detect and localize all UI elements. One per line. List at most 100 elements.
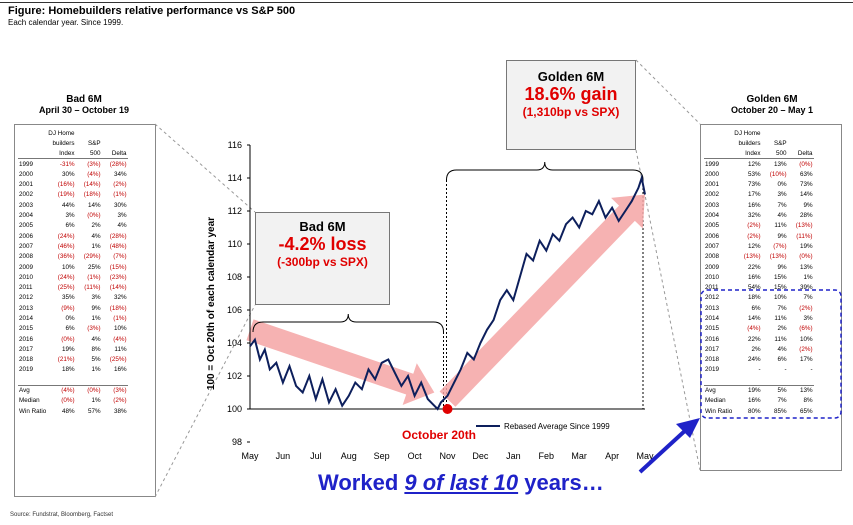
table-cell: 2010 bbox=[19, 273, 34, 281]
table-cell: 2019 bbox=[19, 366, 34, 374]
table-cell: 2% bbox=[751, 345, 761, 353]
header-cell: S&P bbox=[773, 139, 787, 147]
x-tick-label: Jun bbox=[276, 451, 291, 461]
table-header-row: Index 500 Delta bbox=[704, 148, 814, 160]
table-row: 2003 16% 7% 9% bbox=[704, 200, 814, 210]
table-cell: (2%) bbox=[113, 181, 127, 189]
series-layer bbox=[249, 174, 646, 414]
table-row: 2014 14% 11% 3% bbox=[704, 313, 814, 323]
table-cell: - bbox=[784, 366, 787, 374]
bad-period-bracket bbox=[252, 313, 444, 333]
recent-years-highlight bbox=[700, 289, 842, 419]
series-line bbox=[249, 174, 646, 411]
figure-subtitle: Each calendar year. Since 1999. bbox=[8, 18, 124, 27]
table-row: 2006 (2%) 9% (11%) bbox=[704, 231, 814, 241]
table-row: 2005 (2%) 11% (13%) bbox=[704, 221, 814, 231]
table-row: 2008 (13%) (13%) (0%) bbox=[704, 252, 814, 262]
right-connector-top bbox=[635, 59, 701, 125]
table-row: 2010 16% 15% 1% bbox=[704, 272, 814, 282]
table-cell: 0% bbox=[65, 314, 75, 322]
x-tick-label: Jul bbox=[310, 451, 322, 461]
x-tick-label: Mar bbox=[571, 451, 587, 461]
table-cell: 4% bbox=[117, 222, 127, 230]
left-connector-bottom bbox=[154, 304, 256, 498]
table-row: 2005 6% 2% 4% bbox=[18, 221, 128, 231]
x-tick-label: Sep bbox=[374, 451, 390, 461]
table-row: 2000 30% (4%) 34% bbox=[18, 169, 128, 179]
table-cell: 11% bbox=[774, 222, 787, 230]
x-tick-label: Jan bbox=[506, 451, 521, 461]
header-cell: DJ Home bbox=[48, 129, 75, 137]
table-cell: 16% bbox=[747, 201, 761, 209]
table-cell: 2007 bbox=[705, 242, 720, 250]
left-table-box: DJ Home builders S&P Index 500 Delta 1999 -31%(… bbox=[14, 124, 156, 497]
source-note: Source: Fundstrat, Bloomberg, Factset bbox=[10, 512, 114, 518]
y-tick-label: 114 bbox=[228, 173, 242, 183]
table-cell: (1%) bbox=[87, 273, 101, 281]
table-cell: 0% bbox=[777, 181, 787, 189]
golden-6m-callout: Golden 6M 18.6% gain (1,310bp vs SPX) bbox=[506, 60, 636, 150]
summary-row: Win Ratio 80% 85% 65% bbox=[704, 406, 814, 416]
table-cell: (2%) bbox=[747, 232, 761, 240]
table-row: 2011 (25%) (11%) (14%) bbox=[18, 282, 128, 292]
table-cell: 10% bbox=[61, 263, 75, 271]
x-tick-label: Dec bbox=[472, 451, 489, 461]
pointer-head bbox=[676, 418, 700, 438]
table-cell: 14% bbox=[747, 314, 761, 322]
table-cell: 6% bbox=[65, 325, 75, 333]
header-cell: builders bbox=[738, 139, 761, 147]
left-performance-table: DJ Home builders S&P Index 500 Delta 1999 -31%(… bbox=[18, 128, 128, 416]
table-cell: 73% bbox=[799, 181, 813, 189]
worked-banner: Worked 9 of last 10 years… bbox=[318, 470, 604, 496]
left-panel-title: Bad 6M bbox=[66, 94, 102, 105]
table-cell: 2008 bbox=[19, 253, 34, 261]
table-cell: 18% bbox=[61, 366, 75, 374]
x-tick-label: May bbox=[241, 451, 259, 461]
table-cell: 44% bbox=[61, 201, 75, 209]
table-cell: 4% bbox=[91, 232, 101, 240]
table-cell: 2002 bbox=[19, 191, 34, 199]
guide-lines bbox=[154, 59, 701, 498]
table-cell: 3% bbox=[65, 212, 75, 220]
table-row: 2019 - - - bbox=[704, 365, 814, 375]
table-cell: 15% bbox=[773, 284, 787, 292]
table-cell: (2%) bbox=[799, 345, 813, 353]
table-row: 2017 19% 8% 11% bbox=[18, 344, 128, 354]
table-cell: 2001 bbox=[705, 181, 720, 189]
table-row: 2018 (21%) 5% (25%) bbox=[18, 355, 128, 365]
x-tick-label: Oct bbox=[408, 451, 423, 461]
table-cell: 2007 bbox=[19, 242, 34, 250]
table-cell: 12% bbox=[747, 242, 761, 250]
table-cell: (16%) bbox=[57, 181, 75, 189]
table-cell: 2017 bbox=[19, 345, 34, 353]
table-cell: 6% bbox=[65, 222, 75, 230]
header-cell: builders bbox=[52, 139, 75, 147]
summary-cell: 65% bbox=[799, 407, 813, 415]
table-cell: 2006 bbox=[705, 232, 720, 240]
table-cell: 11% bbox=[114, 345, 127, 353]
table-cell: 2010 bbox=[705, 273, 720, 281]
table-row: 2002 17% 3% 14% bbox=[704, 190, 814, 200]
table-cell: 9% bbox=[777, 232, 787, 240]
summary-cell: (0%) bbox=[75, 384, 102, 396]
table-cell: -31% bbox=[59, 160, 75, 168]
table-cell: 10% bbox=[773, 294, 787, 302]
y-tick-label: 98 bbox=[232, 437, 242, 447]
table-cell: 63% bbox=[799, 170, 813, 178]
y-tick-label: 102 bbox=[227, 371, 242, 381]
table-cell: (14%) bbox=[109, 284, 127, 292]
table-row: 2012 35% 3% 32% bbox=[18, 293, 128, 303]
table-cell: 19% bbox=[61, 345, 75, 353]
table-cell: 16% bbox=[113, 366, 127, 374]
table-cell: 2000 bbox=[705, 170, 720, 178]
summary-cell: 7% bbox=[777, 397, 787, 405]
table-cell: 2016 bbox=[705, 335, 720, 343]
y-tick-label: 112 bbox=[228, 206, 242, 216]
golden-callout-value: 18.6% gain bbox=[524, 84, 618, 104]
table-cell: 22% bbox=[747, 335, 761, 343]
summary-cell: Median bbox=[705, 397, 726, 405]
table-cell: (14%) bbox=[83, 181, 101, 189]
table-cell: 19% bbox=[799, 242, 813, 250]
left-panel-heading: Bad 6M April 30 – October 19 bbox=[8, 94, 160, 116]
table-cell: 2% bbox=[777, 325, 787, 333]
